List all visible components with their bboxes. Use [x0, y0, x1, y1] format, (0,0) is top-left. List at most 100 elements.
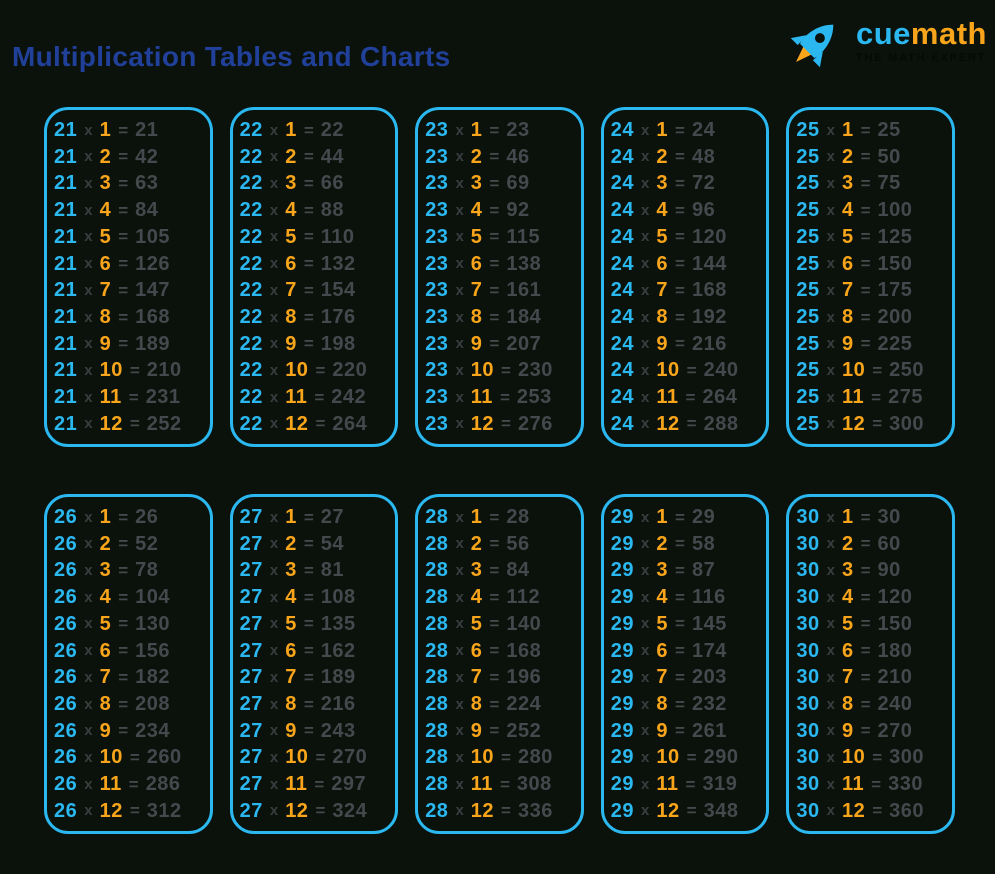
equals-symbol: = — [872, 747, 883, 767]
multiplicand: 27 — [239, 773, 263, 796]
product: 154 — [320, 279, 356, 302]
multiplicand: 28 — [425, 559, 449, 582]
multiplier: 7 — [470, 279, 483, 302]
product: 208 — [135, 693, 171, 716]
multiplier: 2 — [285, 145, 297, 168]
multiplier: 1 — [470, 506, 483, 528]
multiplication-fact-row: 28 x 5 = 140 — [425, 614, 579, 634]
equals-symbol: = — [675, 147, 685, 167]
multiplicand: 22 — [239, 359, 263, 382]
multiplication-fact-row: 21 x 7 = 147 — [54, 280, 208, 300]
times-symbol: x — [84, 748, 93, 766]
product: 29 — [691, 506, 716, 528]
multiplicand: 24 — [610, 225, 635, 248]
equals-symbol: = — [118, 120, 129, 140]
multiplier: 9 — [841, 332, 854, 355]
equals-symbol: = — [118, 307, 129, 327]
multiplier: 8 — [285, 693, 297, 716]
product: 161 — [506, 279, 542, 302]
product: 44 — [320, 145, 344, 168]
multiplicand: 28 — [425, 693, 449, 716]
times-symbol: x — [455, 281, 464, 299]
multiplier: 11 — [99, 773, 122, 796]
multiplier: 6 — [656, 639, 669, 662]
product: 275 — [888, 386, 923, 409]
multiplication-fact-row: 23 x 3 = 69 — [425, 173, 579, 193]
rocket-icon — [790, 24, 834, 68]
multiplicand: 30 — [796, 799, 820, 822]
multiplication-fact-row: 24 x 2 = 48 — [611, 147, 765, 167]
multiplier: 1 — [285, 119, 297, 141]
multiplier: 12 — [99, 799, 123, 822]
multiplication-fact-row: 25 x 8 = 200 — [796, 307, 950, 327]
equals-symbol: = — [860, 200, 871, 220]
multiplicand: 26 — [54, 639, 78, 662]
multiplicand: 22 — [239, 252, 263, 275]
product: 180 — [877, 639, 913, 662]
multiplicand: 23 — [425, 332, 449, 355]
multiplication-fact-row: 28 x 12 = 336 — [425, 801, 579, 821]
multiplication-fact-row: 21 x 3 = 63 — [54, 173, 208, 193]
multiplicand: 29 — [610, 666, 635, 689]
multiplicand: 23 — [425, 412, 449, 435]
page-title: Multiplication Tables and Charts — [12, 41, 451, 72]
equals-symbol: = — [118, 694, 129, 714]
multiplier: 1 — [285, 506, 297, 528]
product: 261 — [691, 719, 727, 742]
multiplier: 6 — [99, 639, 112, 662]
multiplicand: 27 — [239, 612, 263, 635]
multiplicand: 30 — [796, 612, 820, 635]
product: 150 — [877, 252, 913, 275]
times-symbol: x — [826, 775, 835, 793]
multiplier: 12 — [470, 412, 495, 435]
product: 242 — [331, 386, 367, 409]
equals-symbol: = — [675, 694, 685, 714]
product: 115 — [506, 225, 541, 248]
product: 348 — [703, 799, 739, 822]
times-symbol: x — [269, 281, 279, 299]
equals-symbol: = — [118, 280, 129, 300]
multiplier: 2 — [841, 532, 854, 555]
product: 50 — [877, 145, 901, 168]
multiplicand: 26 — [54, 746, 78, 769]
times-symbol: x — [269, 388, 279, 406]
multiplication-fact-row: 21 x 12 = 252 — [54, 414, 208, 434]
product: 240 — [703, 359, 739, 382]
product: 319 — [702, 773, 738, 796]
equals-symbol: = — [303, 200, 314, 220]
multiplicand: 23 — [425, 359, 449, 382]
multiplier: 11 — [656, 773, 679, 796]
multiplication-fact-row: 28 x 4 = 112 — [425, 587, 579, 607]
equals-symbol: = — [303, 120, 314, 140]
times-symbol: x — [455, 722, 464, 740]
multiplier: 1 — [841, 506, 854, 528]
times-symbol: x — [455, 802, 464, 820]
multiplicand: 21 — [54, 332, 78, 355]
product: 42 — [135, 145, 159, 168]
product: 48 — [691, 145, 716, 168]
product: 84 — [506, 559, 530, 582]
times-symbol: x — [84, 415, 93, 433]
times-symbol: x — [455, 121, 464, 139]
times-symbol: x — [84, 335, 93, 353]
times-symbol: x — [455, 588, 464, 606]
multiplier: 4 — [656, 586, 669, 609]
equals-symbol: = — [303, 173, 314, 193]
times-symbol: x — [269, 615, 279, 633]
times-symbol: x — [641, 508, 650, 526]
equals-symbol: = — [860, 334, 871, 354]
equals-symbol: = — [501, 801, 511, 821]
product: 189 — [135, 332, 171, 355]
equals-symbol: = — [675, 641, 685, 661]
multiplier: 3 — [841, 172, 854, 195]
multiplier: 11 — [656, 386, 679, 409]
multiplicand: 24 — [610, 332, 635, 355]
multiplicand: 30 — [796, 773, 820, 796]
multiplication-fact-row: 23 x 4 = 92 — [425, 200, 579, 220]
multiplier: 11 — [470, 386, 493, 409]
multiplicand: 25 — [796, 412, 820, 435]
equals-symbol: = — [860, 667, 871, 687]
product: 198 — [320, 332, 356, 355]
equals-symbol: = — [675, 227, 685, 247]
multiplication-fact-row: 30 x 5 = 150 — [796, 614, 950, 634]
